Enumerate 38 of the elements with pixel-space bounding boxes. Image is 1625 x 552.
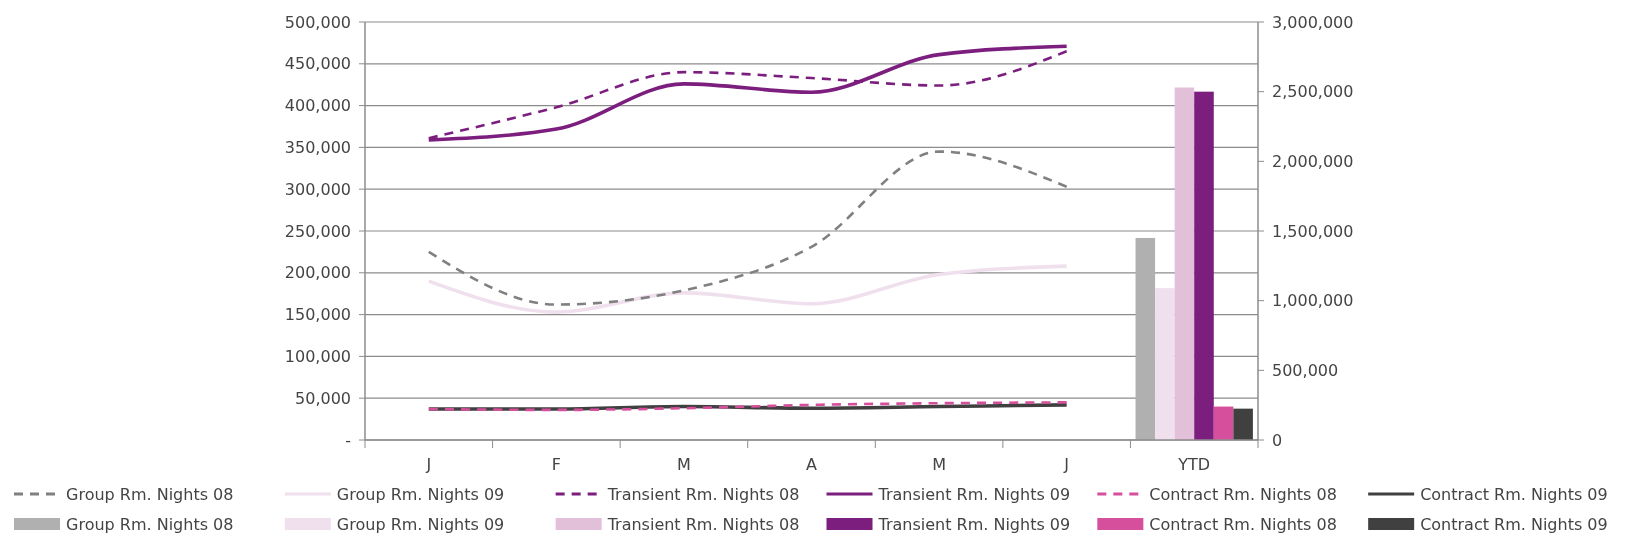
legend-label: Transient Rm. Nights 09 [877,484,1071,504]
y2-tick-label: 3,000,000 [1272,12,1354,32]
y-tick-label: 300,000 [284,179,351,199]
x-tick-label: M [932,455,946,474]
line-series [426,264,1069,314]
x-tick-label: M [677,455,691,474]
legend-label: Contract Rm. Nights 09 [1420,514,1608,534]
x-tick-label: YTD [1177,455,1211,474]
y2-tick-label: 1,500,000 [1272,221,1354,241]
legend-label: Contract Rm. Nights 08 [1149,484,1337,504]
legend-label: Transient Rm. Nights 08 [606,514,800,534]
y-tick-label: 50,000 [295,388,351,408]
y2-tick-label: 2,500,000 [1272,82,1354,102]
x-tick-label: J [425,455,432,474]
y-tick-label: 350,000 [284,138,351,157]
y-tick-label: 450,000 [284,54,351,74]
legend-label: Group Rm. Nights 09 [336,514,505,534]
legend-label: Group Rm. Nights 08 [66,514,234,534]
y2-tick-label: 0 [1272,430,1283,450]
legend-label: Contract Rm. Nights 09 [1420,484,1608,504]
x-tick-label: J [1063,455,1069,474]
legend-label: Group Rm. Nights 09 [336,484,505,504]
y2-tick-label: 500,000 [1272,360,1339,380]
x-tick-label: F [551,455,561,474]
x-tick-label: A [806,455,818,474]
y2-tick-label: 2,000,000 [1272,151,1354,171]
y-tick-label: 200,000 [284,263,351,283]
y-tick-label: 100,000 [284,347,351,366]
legend-label: Contract Rm. Nights 08 [1149,514,1337,534]
legend-label: Group Rm. Nights 08 [66,484,234,504]
y-tick-label: 250,000 [284,221,351,241]
y2-tick-label: 1,000,000 [1272,291,1354,311]
y-tick-label: - [345,430,351,450]
y-tick-label: 150,000 [284,305,351,325]
legend-label: Transient Rm. Nights 08 [606,484,800,504]
legend-label: Transient Rm. Nights 09 [877,514,1071,534]
y-tick-label: 400,000 [284,96,351,116]
y-tick-label: 500,000 [284,12,351,32]
